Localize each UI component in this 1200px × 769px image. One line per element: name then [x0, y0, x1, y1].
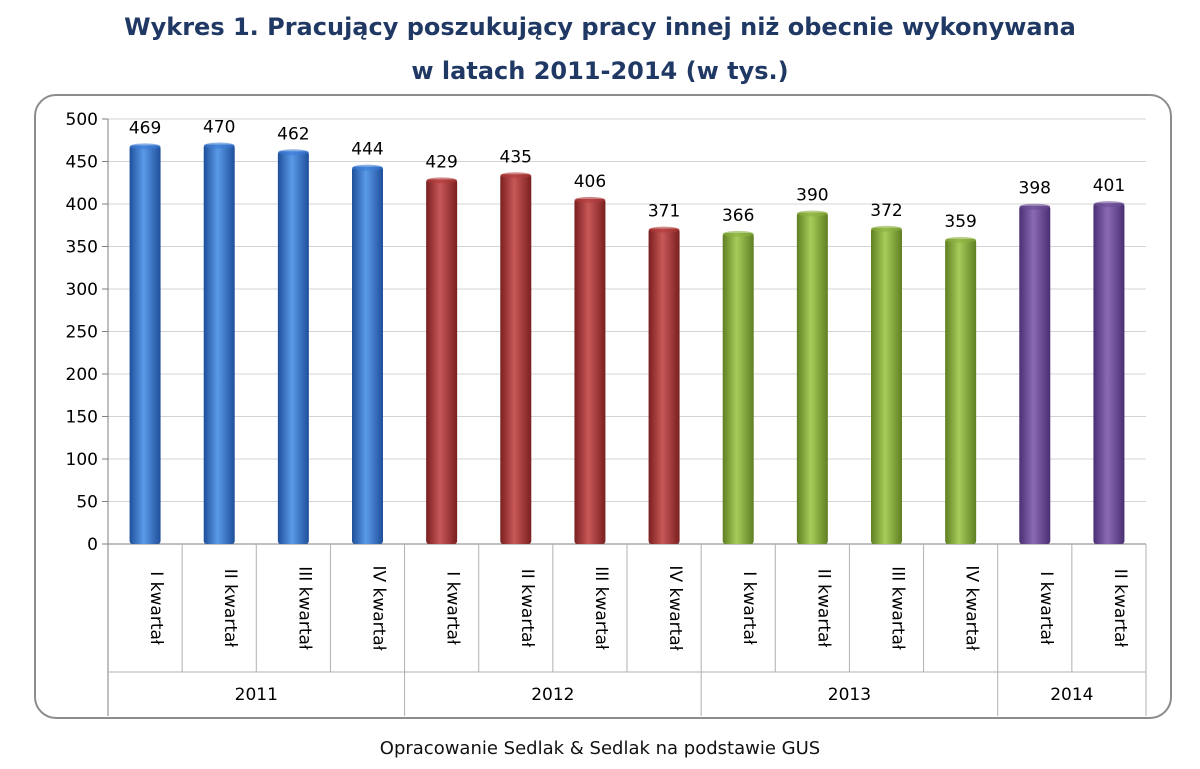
category-label: III kwartał [591, 566, 611, 650]
data-label: 462 [277, 124, 309, 144]
data-label: 401 [1093, 176, 1125, 196]
year-label: 2012 [531, 685, 574, 705]
data-label: 444 [351, 140, 383, 160]
bar [426, 179, 458, 544]
bar-top [500, 172, 532, 179]
category-label: IV kwartał [665, 565, 685, 650]
category-label: III kwartał [294, 566, 314, 650]
bar [574, 198, 606, 544]
category-label: II kwartał [517, 569, 537, 648]
category-label: I kwartał [146, 571, 166, 645]
bar [722, 232, 754, 544]
bar-top [352, 164, 383, 171]
data-label: 359 [944, 212, 976, 232]
category-label: II kwartał [813, 569, 833, 648]
labels: 0 50 100 150 200 250 300 350 400 450 500 469 I kwart… [66, 110, 1130, 705]
y-tick-label: 100 [66, 450, 98, 470]
category-label: II kwartał [1110, 569, 1130, 648]
grid-lines [108, 118, 1146, 502]
bar-top [1093, 201, 1125, 208]
bar-top [871, 225, 902, 232]
bar-top [277, 149, 309, 156]
bar-top [1019, 203, 1051, 210]
axes [102, 118, 1147, 716]
y-tick-label: 400 [66, 195, 98, 215]
bar [500, 174, 532, 544]
bar-top [574, 196, 606, 203]
bar-top [722, 230, 754, 237]
bar-top [945, 236, 977, 243]
bars [129, 142, 1125, 545]
category-label: IV kwartał [962, 565, 982, 650]
bar-top [129, 143, 161, 150]
y-tick-label: 450 [66, 153, 98, 173]
data-label: 429 [425, 152, 457, 172]
data-label: 371 [648, 202, 680, 222]
bar [203, 144, 235, 544]
data-label: 470 [203, 118, 235, 138]
data-label: 372 [870, 201, 902, 221]
y-tick-label: 50 [76, 493, 98, 513]
bar [1093, 203, 1125, 544]
category-label: IV kwartał [369, 565, 389, 650]
data-label: 390 [796, 186, 828, 206]
bar [129, 145, 161, 544]
category-label: II kwartał [220, 569, 240, 648]
y-tick-label: 350 [66, 238, 98, 258]
y-tick-label: 200 [66, 365, 98, 385]
category-label: I kwartał [739, 571, 759, 645]
category-label: I kwartał [443, 571, 463, 645]
category-label: III kwartał [888, 566, 908, 650]
source-note: Opracowanie Sedlak & Sedlak na podstawie… [379, 738, 821, 759]
year-label: 2014 [1050, 685, 1093, 705]
y-tick-label: 300 [66, 280, 98, 300]
data-label: 435 [500, 147, 532, 167]
chart-title-line1: Wykres 1. Pracujący poszukujący pracy in… [124, 13, 1076, 41]
bar [277, 151, 309, 545]
bar [1019, 205, 1051, 544]
bar [945, 238, 977, 544]
category-label: I kwartał [1036, 571, 1056, 645]
bar-top [796, 210, 828, 217]
data-label: 469 [129, 118, 161, 138]
bar-top [426, 177, 458, 184]
bar [648, 228, 680, 544]
chart-title-line2: w latach 2011-2014 (w tys.) [411, 57, 789, 85]
y-tick-label: 0 [87, 535, 98, 555]
y-tick-label: 150 [66, 408, 98, 428]
year-label: 2013 [828, 685, 871, 705]
bar-top [203, 142, 235, 149]
y-tick-label: 250 [66, 323, 98, 343]
bar [352, 166, 383, 544]
y-tick-label: 500 [66, 110, 98, 130]
data-label: 366 [722, 206, 754, 226]
bar [871, 227, 902, 545]
data-label: 406 [574, 172, 606, 192]
data-label: 398 [1019, 179, 1051, 199]
bar [796, 212, 828, 544]
year-label: 2011 [235, 685, 278, 705]
bar-top [648, 226, 680, 233]
